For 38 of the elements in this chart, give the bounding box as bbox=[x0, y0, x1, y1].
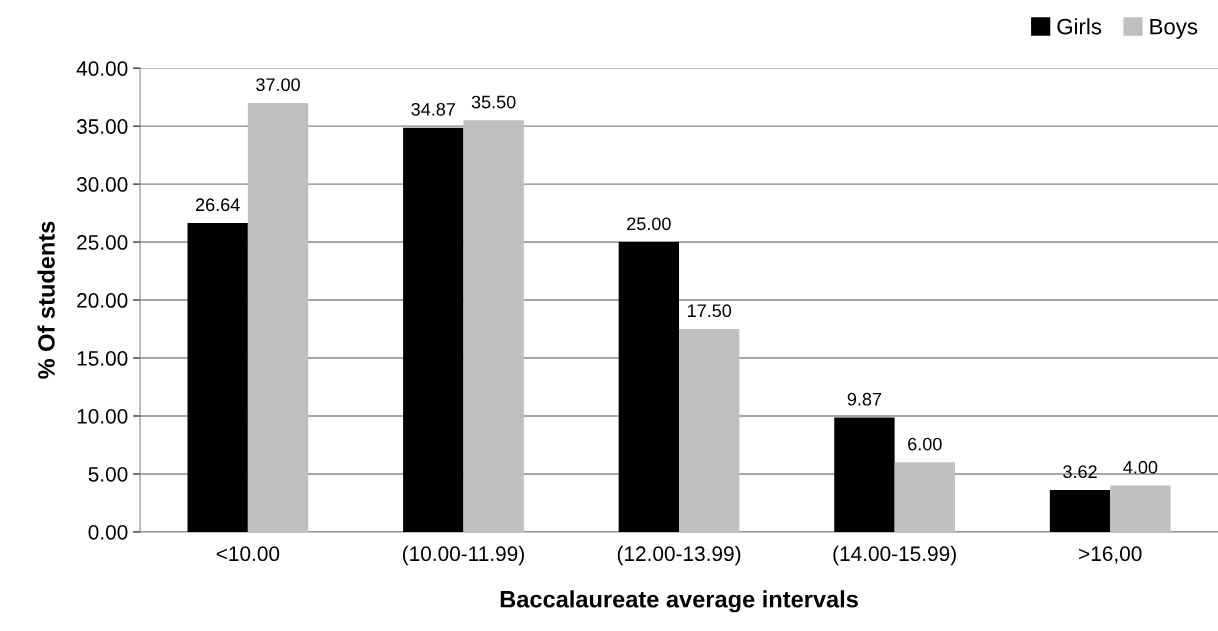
bar bbox=[618, 242, 680, 532]
bar bbox=[247, 102, 309, 532]
y-tick-label: 15.00 bbox=[77, 351, 128, 366]
data-label: 34.87 bbox=[411, 102, 455, 116]
x-tick-label: <10.00 bbox=[216, 546, 280, 562]
y-tick-label: 0.00 bbox=[88, 524, 128, 540]
x-tick-label: (12.00-13.99) bbox=[617, 545, 741, 566]
data-label: 17.50 bbox=[688, 304, 732, 318]
y-tick-label: 20.00 bbox=[77, 293, 128, 308]
data-label: 25.00 bbox=[627, 217, 671, 231]
bar bbox=[187, 223, 248, 532]
bar bbox=[1049, 489, 1111, 532]
legend-label: Boys bbox=[1150, 18, 1198, 39]
x-tick-label: (14.00-15.99) bbox=[833, 545, 956, 566]
y-tick-label: 10.00 bbox=[77, 408, 128, 424]
x-axis-title: Baccalaureate average intervals bbox=[500, 590, 858, 613]
y-tick-label: 35.00 bbox=[76, 119, 128, 134]
data-label: 3.62 bbox=[1063, 465, 1097, 479]
data-label: 35.50 bbox=[471, 95, 516, 109]
data-label: 37.00 bbox=[256, 78, 300, 92]
data-label: 6.00 bbox=[908, 437, 942, 451]
bar bbox=[679, 329, 740, 532]
data-label: 4.00 bbox=[1123, 460, 1158, 474]
bar bbox=[403, 127, 464, 532]
bar bbox=[1110, 485, 1171, 532]
bar bbox=[834, 417, 895, 532]
y-tick-label: 30.00 bbox=[76, 177, 128, 192]
data-label: 26.64 bbox=[196, 198, 240, 212]
x-tick-label: (10.00-11.99) bbox=[402, 545, 524, 566]
bar bbox=[463, 120, 524, 532]
y-tick-label: 25.00 bbox=[77, 235, 128, 250]
y-tick-label: 40.00 bbox=[76, 61, 128, 76]
x-tick-label: >16,00 bbox=[1079, 546, 1142, 564]
data-label: 9.87 bbox=[847, 392, 882, 406]
legend-label: Girls bbox=[1057, 18, 1102, 35]
bar bbox=[894, 462, 955, 532]
y-axis-title: % Of students bbox=[37, 221, 55, 379]
y-tick-label: 5.00 bbox=[88, 466, 128, 482]
